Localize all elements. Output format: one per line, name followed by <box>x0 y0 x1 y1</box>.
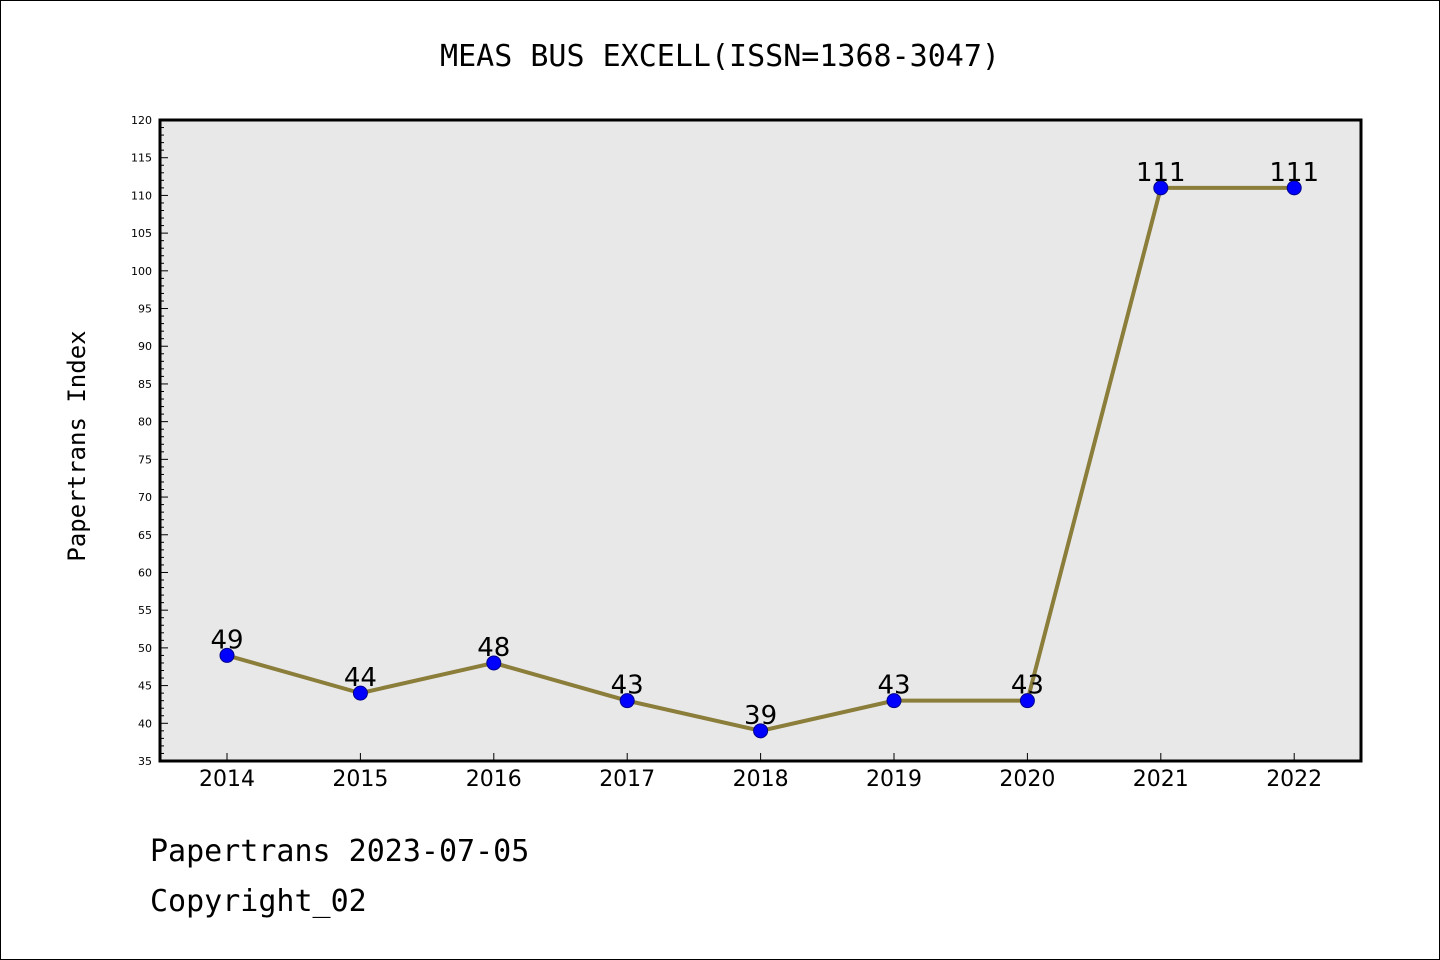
data-point <box>753 723 769 739</box>
data-point <box>886 693 902 709</box>
y-tick-label: 35 <box>138 755 152 768</box>
y-tick-label: 105 <box>131 227 152 240</box>
y-tick-label: 115 <box>131 152 152 165</box>
series-group: 49 44 48 43 39 43 43 111 111 <box>210 158 1319 739</box>
data-point <box>1286 180 1302 196</box>
data-point <box>619 693 635 709</box>
data-label: 44 <box>344 663 377 693</box>
y-tick-label: 55 <box>138 604 152 617</box>
data-label: 43 <box>1011 671 1044 701</box>
data-label: 39 <box>744 701 777 731</box>
y-tick-label: 100 <box>131 265 152 278</box>
x-tick-label: 2020 <box>999 767 1055 792</box>
x-tick-label: 2019 <box>866 767 922 792</box>
y-tick-label: 75 <box>138 453 152 466</box>
y-axis-label: Papertrans Index <box>63 330 91 561</box>
data-label: 111 <box>1136 158 1186 188</box>
data-label: 43 <box>877 671 910 701</box>
data-point <box>352 685 368 701</box>
y-tick-label: 85 <box>138 378 152 391</box>
data-label: 111 <box>1269 158 1319 188</box>
chart-title: MEAS BUS EXCELL(ISSN=1368-3047) <box>440 39 1000 74</box>
y-tick-label: 40 <box>138 717 152 730</box>
footer-date-line: Papertrans 2023-07-05 <box>150 834 530 869</box>
y-tick-label: 50 <box>138 642 152 655</box>
x-tick-label: 2021 <box>1133 767 1189 792</box>
y-tick-label: 95 <box>138 303 152 316</box>
data-point <box>486 655 502 671</box>
y-axis: 35 40 45 50 55 60 65 70 75 80 85 90 95 100 105 110 115 12… <box>131 114 168 768</box>
plot-area <box>158 118 1363 763</box>
data-point <box>1153 180 1169 196</box>
data-point <box>219 647 235 663</box>
x-tick-label: 2016 <box>466 767 522 792</box>
x-tick-label: 2017 <box>599 767 655 792</box>
footer-copyright: Copyright_02 <box>150 884 367 919</box>
x-axis: 2014 2015 2016 2017 2018 2019 2020 2021 2022 <box>199 753 1322 792</box>
data-point <box>1019 693 1035 709</box>
y-tick-label: 65 <box>138 529 152 542</box>
data-label: 49 <box>210 625 243 655</box>
data-label: 48 <box>477 633 510 663</box>
x-tick-label: 2014 <box>199 767 255 792</box>
x-tick-label: 2015 <box>332 767 388 792</box>
y-tick-label: 120 <box>131 114 152 127</box>
y-tick-label: 60 <box>138 566 152 579</box>
x-tick-label: 2018 <box>733 767 789 792</box>
data-label: 43 <box>611 671 644 701</box>
y-tick-label: 110 <box>131 189 152 202</box>
y-tick-label: 80 <box>138 416 152 429</box>
y-tick-label: 90 <box>138 340 152 353</box>
x-tick-label: 2022 <box>1266 767 1322 792</box>
y-tick-label: 45 <box>138 680 152 693</box>
y-tick-label: 70 <box>138 491 152 504</box>
